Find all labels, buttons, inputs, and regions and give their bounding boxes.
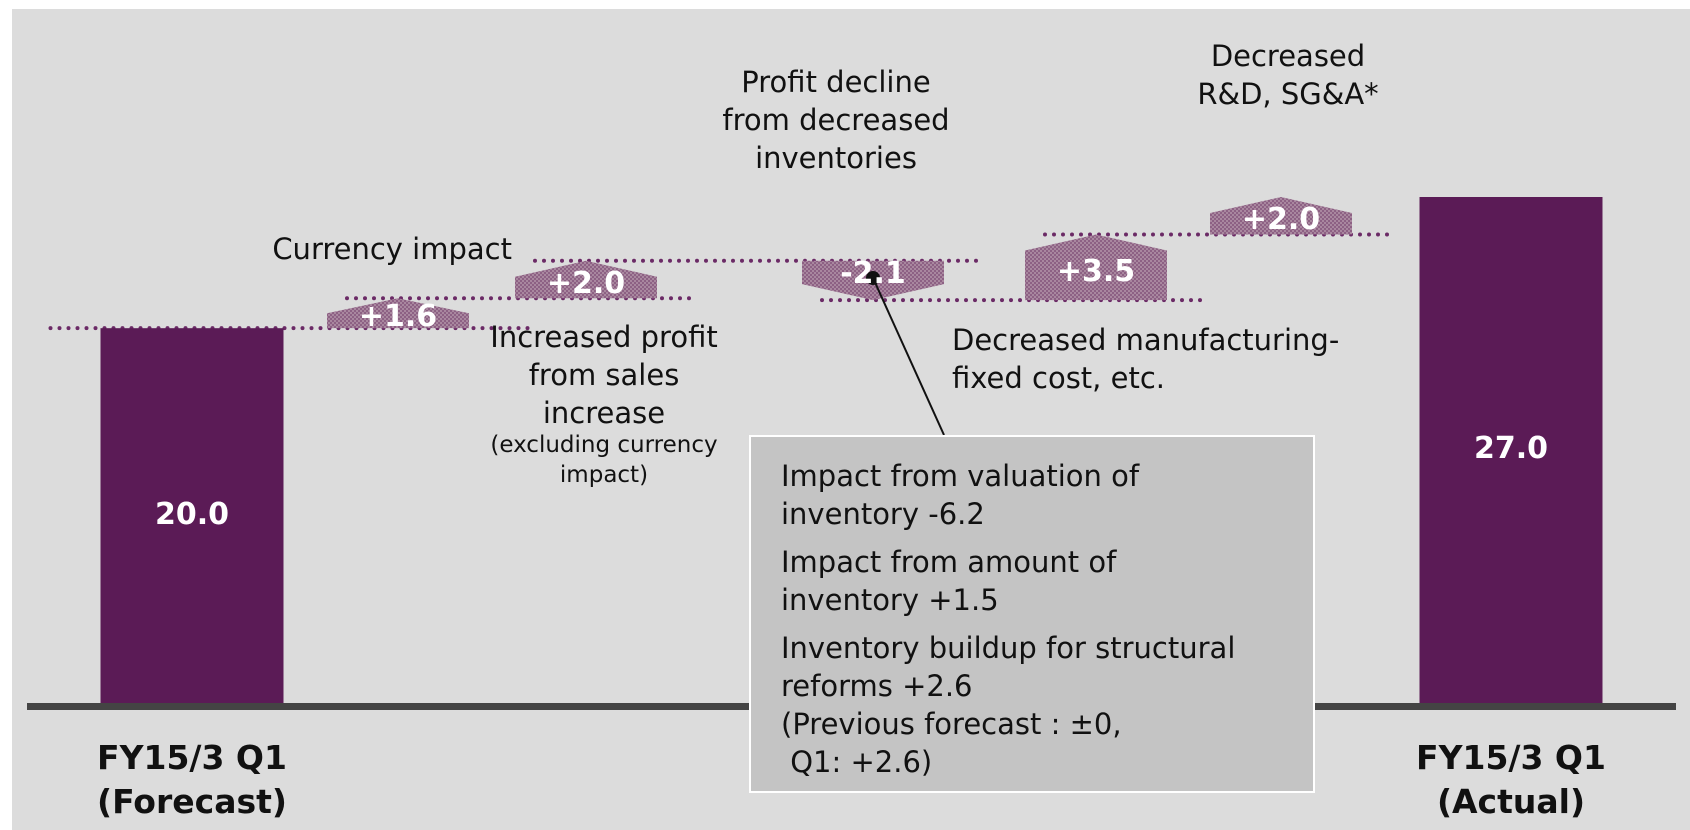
delta-bar xyxy=(1210,197,1352,235)
annotation: Decreased manufacturing- fixed cost, etc… xyxy=(952,323,1340,395)
annotation: Decreased R&D, SG&A* xyxy=(1197,39,1379,111)
value-label: 20.0 xyxy=(154,496,230,532)
annotation: Profit decline from decreased inventorie… xyxy=(722,65,950,175)
value-label: +1.6 xyxy=(358,299,438,335)
delta-bar xyxy=(1025,234,1167,301)
value-label: +2.0 xyxy=(1241,202,1321,238)
value-label: +2.0 xyxy=(546,265,626,301)
annotation-small: (excluding currency impact) xyxy=(490,432,718,488)
annotation: Increased profit from sales increase xyxy=(490,320,718,430)
note-box: Impact from valuation of inventory -6.2 I… xyxy=(749,435,1315,793)
value-label: -2.1 xyxy=(840,256,906,292)
delta-bar xyxy=(327,298,469,329)
delta-bar xyxy=(515,260,657,299)
callout-line xyxy=(872,277,945,436)
callout-dot xyxy=(866,271,880,285)
x-tick-label: FY15/3 Q1 (Forecast) xyxy=(97,738,287,821)
bar xyxy=(100,328,284,703)
x-tick-label: FY15/3 Q1 (Actual) xyxy=(1416,738,1606,821)
value-label: +3.5 xyxy=(1056,253,1136,289)
value-label: 27.0 xyxy=(1473,431,1549,466)
note-paragraph: Impact from amount of inventory +1.5 xyxy=(781,545,1117,617)
note-paragraph: Inventory buildup for structural reforms… xyxy=(781,631,1236,779)
marks xyxy=(48,197,1603,703)
annotation: Currency impact xyxy=(272,232,512,266)
bar xyxy=(1419,197,1603,703)
note-paragraph: Impact from valuation of inventory -6.2 xyxy=(781,459,1140,531)
